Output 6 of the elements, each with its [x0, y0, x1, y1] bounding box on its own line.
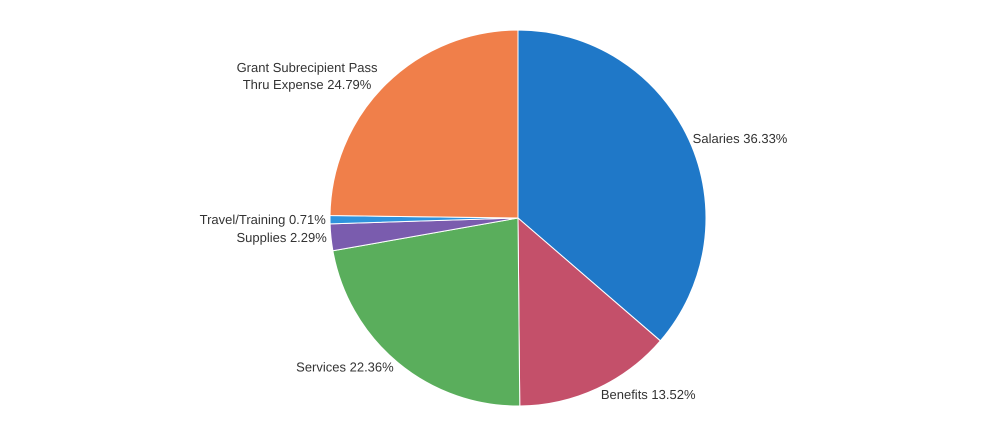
- slice-label: Salaries 36.33%: [692, 130, 788, 146]
- slice-label: Benefits 13.52%: [600, 387, 696, 402]
- slice-label: Travel/Training 0.71%: [200, 212, 326, 228]
- slice-label: Grant Subrecipient Pass Thru Expense 24.79%: [236, 60, 378, 92]
- slice-label: Supplies 2.29%: [236, 230, 328, 245]
- slice-label: Services 22.36%: [296, 360, 394, 375]
